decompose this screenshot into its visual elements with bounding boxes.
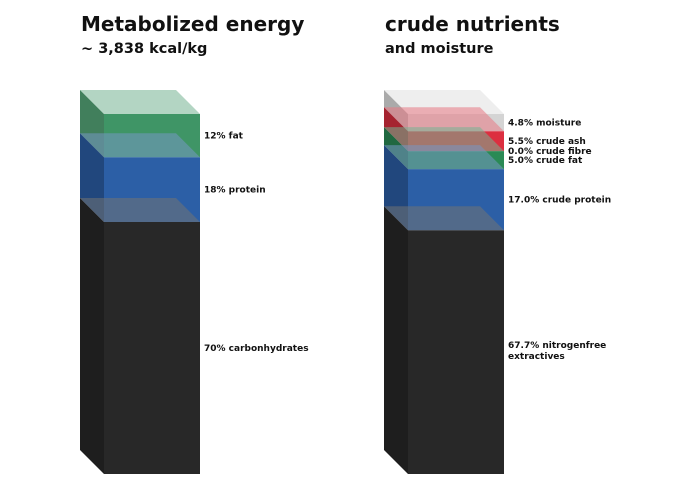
bar1-label-1-line-0: 17.0% crude protein xyxy=(508,196,611,206)
right-chart-subtitle: and moisture xyxy=(385,41,494,57)
bar0-label-0-line-0: 70% carbonhydrates xyxy=(204,344,309,354)
bar1-seg0-top-face xyxy=(384,206,504,231)
bar1-label-3: 0.0% crude fibre xyxy=(508,147,592,157)
bar1-label-0-line-1: extractives xyxy=(508,352,565,362)
bar1-seg4-top-face xyxy=(384,107,504,132)
bar1-seg0-side-face xyxy=(384,206,408,474)
bar1-label-3-line-0: 0.0% crude fibre xyxy=(508,147,592,157)
bar0-label-1: 18% protein xyxy=(204,186,266,196)
right-chart-title: crude nutrients xyxy=(385,12,560,36)
bar0-seg1-top-face xyxy=(80,133,200,158)
left-chart-title: Metabolized energy xyxy=(81,12,305,36)
bar1-seg0-front-face xyxy=(408,230,504,474)
bar0-label-2: 12% fat xyxy=(204,132,244,142)
bar1-seg1-top-face xyxy=(384,145,504,170)
bar0-seg0-top-face xyxy=(80,198,200,222)
bar1-label-0-line-0: 67.7% nitrogenfree xyxy=(508,341,606,351)
bar0-seg0-side-face xyxy=(80,198,104,474)
left-chart-subtitle: ~ 3,838 kcal/kg xyxy=(81,41,208,57)
bar1-label-2: 5.0% crude fat xyxy=(508,156,583,166)
bar1-label-0: 67.7% nitrogenfree extractives xyxy=(508,341,606,362)
bar1-label-5-line-0: 4.8% moisture xyxy=(508,119,581,129)
bar0-seg0-front-face xyxy=(104,222,200,474)
bar0-seg2-top-face xyxy=(80,90,200,114)
bar0-label-0: 70% carbonhydrates xyxy=(204,344,309,354)
bar1-label-4-line-0: 5.5% crude ash xyxy=(508,137,586,147)
bar0-label-1-line-0: 18% protein xyxy=(204,186,266,196)
bar1-label-1: 17.0% crude protein xyxy=(508,196,611,206)
bar1-label-2-line-0: 5.0% crude fat xyxy=(508,156,583,166)
bar1-label-5: 4.8% moisture xyxy=(508,119,581,129)
bar1-label-4: 5.5% crude ash xyxy=(508,137,586,147)
bar0-label-2-line-0: 12% fat xyxy=(204,132,244,142)
